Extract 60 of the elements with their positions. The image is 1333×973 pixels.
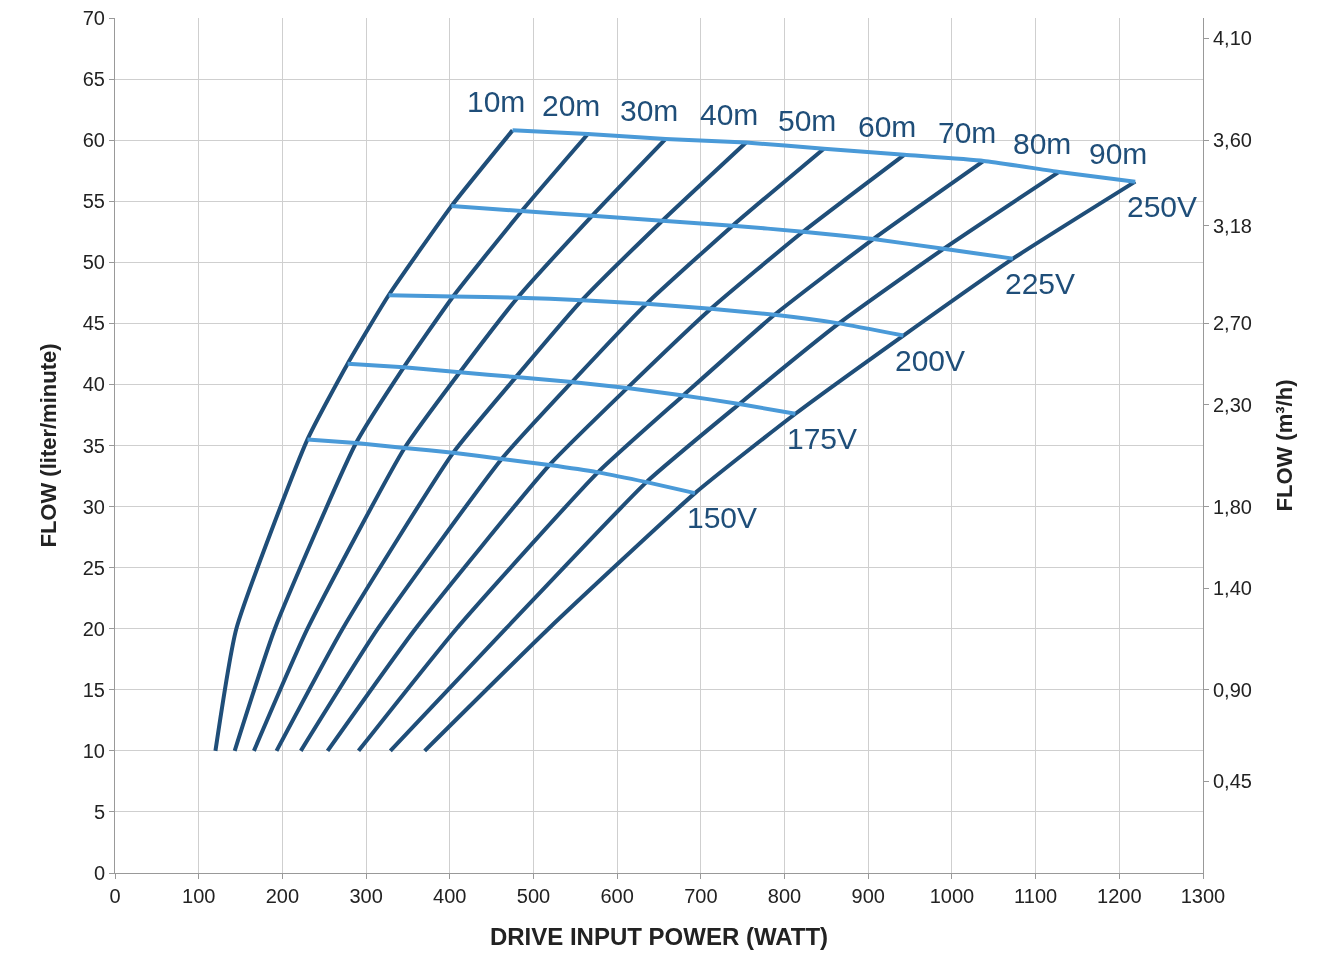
y-tick-label: 20 bbox=[82, 617, 105, 640]
x-tick-label: 1100 bbox=[1014, 885, 1058, 907]
x-axis-title: DRIVE INPUT POWER (WATT) bbox=[489, 923, 829, 951]
series-label: 60m bbox=[858, 110, 917, 143]
x-tick-label: 800 bbox=[767, 885, 802, 907]
series-label: 40m bbox=[700, 98, 759, 131]
y2-axis-title: FLOW (m³/h) bbox=[1271, 379, 1297, 512]
y2-tick-label: 3,18 bbox=[1213, 214, 1252, 237]
series-label: 30m bbox=[620, 94, 679, 127]
y2-tick-label: 1,40 bbox=[1213, 577, 1252, 599]
x-tick-label: 300 bbox=[349, 885, 383, 907]
line-series bbox=[449, 204, 1016, 261]
y2-tick-label: 0,45 bbox=[1213, 770, 1252, 793]
series-label: 90m bbox=[1089, 137, 1148, 170]
x-tick-label: 500 bbox=[516, 885, 551, 907]
y2-tick-label: 1,80 bbox=[1213, 495, 1252, 518]
series-label: 200V bbox=[895, 344, 966, 377]
series-label: 10m bbox=[467, 85, 526, 118]
x-tick-label: 1200 bbox=[1097, 885, 1142, 907]
x-tick-label: 100 bbox=[182, 885, 216, 907]
y-tick-label: 40 bbox=[82, 373, 105, 396]
y-tick-label: 45 bbox=[82, 312, 105, 335]
y-tick-label: 5 bbox=[93, 800, 105, 823]
y2-tick-label: 0,90 bbox=[1213, 678, 1252, 701]
line-series bbox=[305, 437, 697, 496]
y-tick-label: 30 bbox=[82, 495, 105, 518]
y2-tick-label: 3,60 bbox=[1213, 129, 1252, 152]
x-tick-label: 1000 bbox=[929, 885, 975, 907]
x-tick-label: 900 bbox=[851, 885, 885, 907]
series-label: 50m bbox=[778, 104, 837, 137]
line-series bbox=[345, 361, 798, 416]
series-label: 250V bbox=[1127, 190, 1198, 223]
x-tick-label: 200 bbox=[265, 885, 300, 907]
series-label: 175V bbox=[787, 422, 858, 455]
y-tick-label: 60 bbox=[82, 129, 105, 152]
line-series bbox=[386, 293, 906, 338]
x-tick-label: 0 bbox=[109, 885, 121, 907]
y-tick-label: 10 bbox=[82, 739, 105, 762]
y2-tick-label: 2,70 bbox=[1213, 312, 1252, 335]
series-label: 20m bbox=[542, 89, 601, 122]
y-tick-label: 65 bbox=[82, 68, 105, 91]
y2-tick-label: 2,30 bbox=[1213, 393, 1252, 416]
x-tick-label: 600 bbox=[600, 885, 634, 907]
series-label: 150V bbox=[687, 501, 758, 534]
y-tick-label: 70 bbox=[82, 7, 105, 29]
y-tick-label: 15 bbox=[82, 678, 105, 701]
series-label: 80m bbox=[1013, 127, 1072, 160]
y-tick-label: 55 bbox=[82, 190, 105, 213]
y-tick-label: 35 bbox=[82, 434, 105, 457]
y-tick-label: 50 bbox=[82, 251, 105, 274]
line-series bbox=[213, 128, 515, 753]
y-axis-title: FLOW (liter/minute) bbox=[35, 343, 61, 548]
y-tick-label: 25 bbox=[82, 556, 105, 579]
series-label: 70m bbox=[938, 116, 997, 149]
y-tick-label: 0 bbox=[93, 862, 105, 884]
x-tick-label: 400 bbox=[433, 885, 467, 907]
x-tick-label: 700 bbox=[684, 885, 718, 907]
series-label: 225V bbox=[1005, 267, 1076, 300]
x-tick-label: 1300 bbox=[1180, 885, 1226, 907]
y2-tick-label: 4,10 bbox=[1213, 27, 1252, 50]
